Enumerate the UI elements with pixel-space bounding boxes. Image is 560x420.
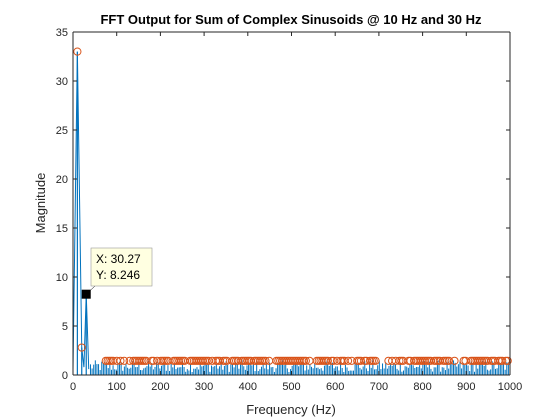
y-tick-label: 15	[56, 223, 68, 235]
y-tick-label: 25	[56, 125, 68, 137]
chart-title: FFT Output for Sum of Complex Sinusoids …	[100, 12, 482, 27]
stem-marker	[503, 356, 512, 365]
x-tick-label: 600	[326, 381, 344, 393]
datatip-x-label: X: 30.27	[96, 252, 141, 266]
stem-marker	[323, 356, 332, 365]
x-tick-label: 200	[151, 381, 169, 393]
x-ticks: 0 100 200 300 400 500 600 700 800 900 1000	[70, 32, 522, 393]
y-tick-label: 20	[56, 174, 68, 186]
datatip[interactable]: X: 30.27 Y: 8.246	[81, 247, 153, 299]
stem-marker	[444, 356, 454, 365]
stem-marker	[301, 356, 310, 365]
stem-marker	[343, 356, 353, 365]
x-axis-label: Frequency (Hz)	[246, 402, 336, 417]
x-tick-label: 800	[413, 381, 431, 393]
y-tick-label: 0	[62, 370, 68, 382]
stem-marker	[261, 356, 270, 365]
stem-marker	[498, 356, 507, 365]
axes-background	[73, 32, 510, 375]
y-tick-label: 30	[56, 76, 68, 88]
x-tick-label: 700	[370, 381, 388, 393]
datatip-marker[interactable]	[81, 289, 91, 299]
stem-marker	[356, 356, 365, 365]
x-tick-label: 0	[70, 381, 76, 393]
y-ticks: 0 5 10 15 20 25 30 35	[56, 27, 510, 382]
y-axis-label: Magnitude	[33, 173, 48, 234]
spectrum-envelope	[72, 51, 90, 371]
y-tick-label: 35	[56, 27, 68, 39]
peak-marker	[73, 47, 82, 56]
x-tick-label: 100	[108, 381, 126, 393]
peak-marker	[77, 343, 86, 352]
x-tick-label: 300	[195, 381, 213, 393]
x-tick-label: 900	[457, 381, 475, 393]
datatip-box[interactable]	[90, 247, 153, 287]
datatip-y-label: Y: 8.246	[96, 268, 140, 282]
y-tick-label: 5	[62, 321, 68, 333]
stem-marker	[371, 356, 380, 365]
stem-marker	[116, 356, 125, 365]
x-tick-label: 1000	[498, 381, 522, 393]
stem-markers	[73, 47, 512, 365]
y-tick-label: 10	[56, 272, 68, 284]
x-tick-label: 400	[239, 381, 257, 393]
x-tick-label: 500	[282, 381, 300, 393]
stem-marker	[450, 356, 459, 365]
stem-marker	[120, 356, 129, 365]
